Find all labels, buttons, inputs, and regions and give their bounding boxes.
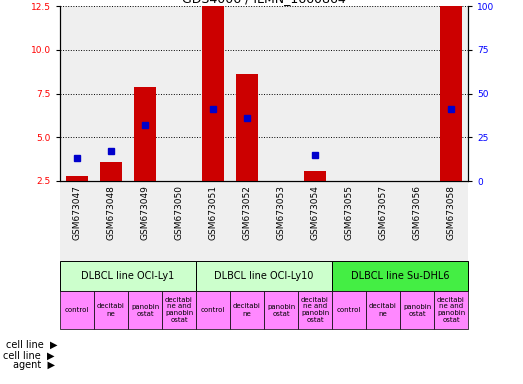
Text: GSM673056: GSM673056 — [413, 185, 422, 240]
Text: GSM673057: GSM673057 — [379, 185, 388, 240]
Text: agent  ▶: agent ▶ — [13, 360, 55, 370]
Bar — [264, 291, 298, 329]
Text: panobin
ostat: panobin ostat — [131, 303, 159, 316]
Bar — [100, 162, 122, 181]
Text: DLBCL line OCI-Ly10: DLBCL line OCI-Ly10 — [214, 271, 314, 281]
Bar — [94, 6, 128, 181]
Text: GSM673048: GSM673048 — [107, 185, 116, 240]
Bar — [230, 181, 264, 261]
Bar — [332, 261, 468, 291]
Title: GDS4006 / ILMN_1660864: GDS4006 / ILMN_1660864 — [182, 0, 346, 5]
Text: GSM673051: GSM673051 — [209, 185, 218, 240]
Text: decitabi
ne and
panobin
ostat: decitabi ne and panobin ostat — [437, 296, 465, 323]
Text: panobin
ostat: panobin ostat — [267, 303, 295, 316]
Bar — [128, 291, 162, 329]
Text: decitabi
ne: decitabi ne — [233, 303, 261, 316]
Text: control: control — [65, 307, 89, 313]
Bar — [264, 6, 298, 181]
Bar — [66, 176, 88, 181]
Bar — [400, 291, 434, 329]
Bar — [60, 261, 196, 291]
Bar — [434, 181, 468, 261]
Text: decitabi
ne and
panobin
ostat: decitabi ne and panobin ostat — [165, 296, 193, 323]
Text: GSM673050: GSM673050 — [175, 185, 184, 240]
Bar — [366, 181, 400, 261]
Bar — [196, 6, 230, 181]
Bar — [236, 74, 258, 181]
Bar — [366, 291, 400, 329]
Bar — [298, 291, 332, 329]
Bar — [230, 291, 264, 329]
Text: decitabi
ne: decitabi ne — [97, 303, 125, 316]
Bar — [196, 181, 230, 261]
Bar — [202, 6, 224, 181]
Text: GSM673052: GSM673052 — [243, 185, 252, 240]
Text: GSM673049: GSM673049 — [141, 185, 150, 240]
Bar — [298, 6, 332, 181]
Bar — [94, 291, 128, 329]
Bar — [440, 6, 462, 181]
Bar — [230, 6, 264, 181]
Bar — [434, 6, 468, 181]
Bar — [400, 6, 434, 181]
Text: cell line  ▶: cell line ▶ — [3, 351, 55, 361]
Text: DLBCL line Su-DHL6: DLBCL line Su-DHL6 — [351, 271, 449, 281]
Bar — [60, 6, 94, 181]
Bar — [400, 181, 434, 261]
Text: GSM673055: GSM673055 — [345, 185, 354, 240]
Bar — [332, 291, 366, 329]
Bar — [128, 6, 162, 181]
Bar — [304, 170, 326, 181]
Text: GSM673054: GSM673054 — [311, 185, 320, 240]
Bar — [128, 181, 162, 261]
Bar — [332, 6, 366, 181]
Text: decitabi
ne and
panobin
ostat: decitabi ne and panobin ostat — [301, 296, 329, 323]
Bar — [162, 6, 196, 181]
Text: panobin
ostat: panobin ostat — [403, 303, 431, 316]
Bar — [134, 86, 156, 181]
Bar — [196, 261, 332, 291]
Bar — [434, 291, 468, 329]
Bar — [162, 181, 196, 261]
Bar — [196, 291, 230, 329]
Text: cell line  ▶: cell line ▶ — [6, 340, 58, 350]
Text: GSM673047: GSM673047 — [73, 185, 82, 240]
Bar — [94, 181, 128, 261]
Text: DLBCL line OCI-Ly1: DLBCL line OCI-Ly1 — [82, 271, 175, 281]
Text: GSM673058: GSM673058 — [447, 185, 456, 240]
Bar — [60, 181, 94, 261]
Bar — [366, 6, 400, 181]
Text: control: control — [201, 307, 225, 313]
Bar — [60, 291, 94, 329]
Bar — [332, 181, 366, 261]
Text: GSM673053: GSM673053 — [277, 185, 286, 240]
Bar — [298, 181, 332, 261]
Bar — [264, 181, 298, 261]
Text: control: control — [337, 307, 361, 313]
Text: decitabi
ne: decitabi ne — [369, 303, 397, 316]
Bar — [162, 291, 196, 329]
